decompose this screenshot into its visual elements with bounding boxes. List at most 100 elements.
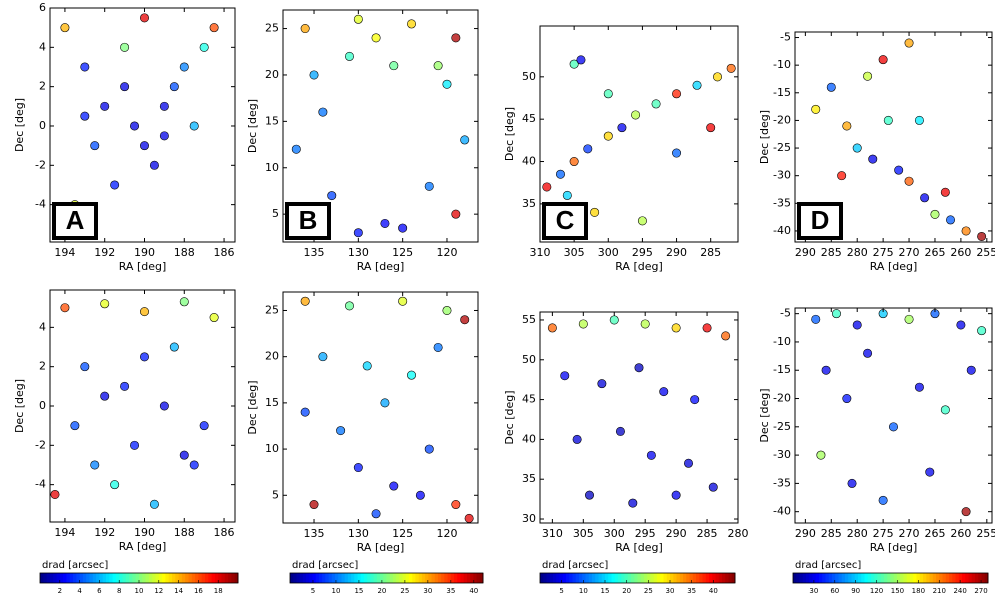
colorbar-segment (806, 573, 810, 583)
x-tick-label: 310 (530, 246, 551, 259)
colorbar-tick-label: 30 (423, 587, 432, 595)
colorbar-segment (386, 573, 391, 583)
colorbar-segment (923, 573, 927, 583)
colorbar-segment (56, 573, 61, 583)
point (389, 61, 399, 71)
point (713, 72, 723, 82)
panel: 310 305 300 295 290 285 280 30 35 40 45 50 55 RA [deg… (503, 311, 749, 554)
colorbar-segment (952, 573, 956, 583)
point (852, 143, 862, 153)
colorbar-segment (139, 573, 143, 583)
point (300, 24, 310, 34)
point (80, 62, 90, 72)
x-tick-label: 295 (632, 246, 653, 259)
point (583, 144, 593, 154)
colorbar-segment (351, 573, 355, 583)
colorbar-segment (916, 573, 921, 583)
points (291, 14, 470, 238)
colorbar-segment (181, 573, 186, 583)
colorbar-label: drad [arcsec] (795, 560, 861, 571)
y-axis-label: Dec [deg] (13, 379, 26, 433)
colorbar-segment (575, 573, 580, 583)
colorbar-segment (981, 573, 986, 583)
colorbar-segment (871, 573, 875, 583)
colorbar-segment (958, 573, 963, 583)
y-tick-label: -4 (35, 478, 46, 491)
colorbar-segment (867, 573, 872, 583)
colorbar-segment (712, 573, 716, 583)
y-tick-label: -40 (773, 224, 791, 237)
colorbar-segment (822, 573, 826, 583)
point (380, 398, 390, 408)
colorbar-segment (296, 573, 301, 583)
colorbar-segment (699, 573, 703, 583)
point (353, 228, 363, 238)
colorbar-segment (82, 573, 87, 583)
colorbar-segment (725, 573, 729, 583)
colorbar-tick-label: 8 (117, 587, 121, 595)
colorbar-segment (318, 573, 323, 583)
colorbar-segment (290, 573, 294, 583)
colorbar-segment (383, 573, 387, 583)
point (651, 99, 661, 109)
colorbar-segment (598, 573, 603, 583)
point (603, 89, 613, 99)
colorbar-segment (556, 573, 560, 583)
colorbar-segment (454, 573, 458, 583)
x-tick-label: 186 (214, 526, 235, 539)
point (940, 405, 950, 415)
x-axis-label: RA [deg] (357, 541, 405, 554)
colorbar-tick-label: 5 (559, 587, 563, 595)
y-tick-label: -5 (780, 31, 791, 44)
colorbar-segment (559, 573, 564, 583)
panel: 194 192 190 188 186 -4 -2 0 2 4 RA [deg] Dec [deg] (13, 289, 236, 553)
panel: 290 285 280 275 270 265 260 255 -40 -35 -30 -25 -20 -… (758, 31, 995, 273)
y-tick-label: 25 (265, 303, 279, 316)
x-tick-label: 135 (304, 527, 325, 540)
colorbar-segment (299, 573, 304, 583)
colorbar-segment (96, 573, 100, 583)
axes-frame (539, 25, 739, 243)
colorbar-segment (887, 573, 891, 583)
point (424, 444, 434, 454)
y-axis-label: Dec [deg] (503, 107, 516, 161)
colorbar-tick-label: 35 (446, 587, 455, 595)
axes-frame (794, 307, 993, 524)
y-tick-label: 15 (265, 396, 279, 409)
point (100, 299, 110, 309)
colorbar-segment (198, 573, 203, 583)
colorbar: 5 10 15 20 25 30 35 40 drad [arcsec] (539, 560, 736, 595)
point (407, 370, 417, 380)
x-tick-label: 186 (214, 246, 235, 259)
colorbar-segment (540, 573, 544, 583)
x-tick-label: 265 (924, 527, 945, 540)
colorbar-segment (463, 573, 468, 583)
x-tick-label: 300 (604, 527, 625, 540)
colorbar-segment (897, 573, 901, 583)
y-tick-label: 10 (265, 161, 279, 174)
point (946, 215, 956, 225)
x-tick-label: 255 (976, 246, 995, 259)
y-tick-label: -2 (35, 158, 46, 171)
colorbar-segment (945, 573, 950, 583)
point (90, 141, 100, 151)
point (659, 387, 669, 397)
colorbar-segment (59, 573, 64, 583)
y-tick-label: -35 (773, 476, 791, 489)
x-tick-label: 285 (700, 246, 721, 259)
point (120, 82, 130, 92)
point (977, 326, 987, 336)
point (878, 495, 888, 505)
point (120, 381, 130, 391)
panel: 135 130 125 120 5 10 15 20 25 RA [deg] Dec [deg] B (246, 9, 479, 273)
point (407, 19, 417, 29)
point (560, 371, 570, 381)
colorbar-segment (686, 573, 690, 583)
colorbar-segment (185, 573, 189, 583)
colorbar-segment (828, 573, 833, 583)
colorbar-segment (437, 573, 442, 583)
panel-label-box (542, 202, 588, 240)
points (60, 13, 219, 210)
point (300, 407, 310, 417)
colorbar-segment (809, 573, 813, 583)
